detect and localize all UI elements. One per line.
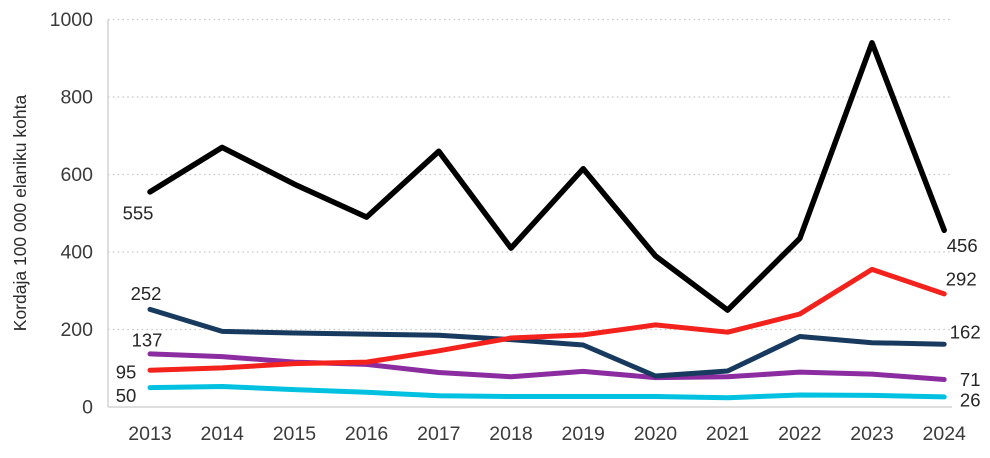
- data-label-first-red: 95: [116, 362, 137, 383]
- data-label-last-purple: 71: [960, 369, 981, 390]
- series-line-purple: [147, 351, 947, 382]
- x-tick-label: 2016: [345, 423, 388, 445]
- series-line-black: [147, 40, 947, 313]
- series-line-cyan: [147, 384, 947, 401]
- y-tick-label: 0: [82, 397, 93, 419]
- x-tick-label: 2017: [417, 423, 460, 445]
- data-label-last-red: 292: [946, 268, 977, 289]
- data-label-first-navy: 252: [131, 283, 162, 304]
- x-tick-label: 2020: [634, 423, 678, 445]
- data-label-first-black: 555: [123, 202, 154, 223]
- series-line-red: [147, 266, 947, 373]
- y-tick-label: 200: [60, 319, 93, 341]
- x-tick-label: 2015: [273, 423, 317, 445]
- y-tick-label: 400: [60, 242, 93, 264]
- data-label-first-cyan: 50: [116, 385, 137, 406]
- data-label-last-black: 456: [947, 235, 978, 256]
- data-label-last-cyan: 26: [960, 389, 981, 410]
- y-tick-label: 1000: [50, 9, 94, 31]
- x-tick-label: 2022: [778, 423, 821, 445]
- x-tick-label: 2018: [489, 423, 532, 445]
- y-tick-label: 800: [60, 87, 93, 109]
- y-axis-title: Kordaja 100 000 elaniku kohta: [10, 95, 30, 332]
- y-tick-label: 600: [60, 164, 93, 186]
- data-label-last-navy: 162: [950, 322, 981, 343]
- x-tick-label: 2014: [201, 423, 245, 445]
- x-tick-label: 2021: [706, 423, 749, 445]
- series-line-navy: [147, 306, 947, 379]
- x-tick-label: 2013: [128, 423, 171, 445]
- x-tick-label: 2019: [562, 423, 605, 445]
- data-label-first-purple: 137: [132, 329, 163, 350]
- x-tick-label: 2024: [923, 423, 967, 445]
- x-tick-label: 2023: [850, 423, 893, 445]
